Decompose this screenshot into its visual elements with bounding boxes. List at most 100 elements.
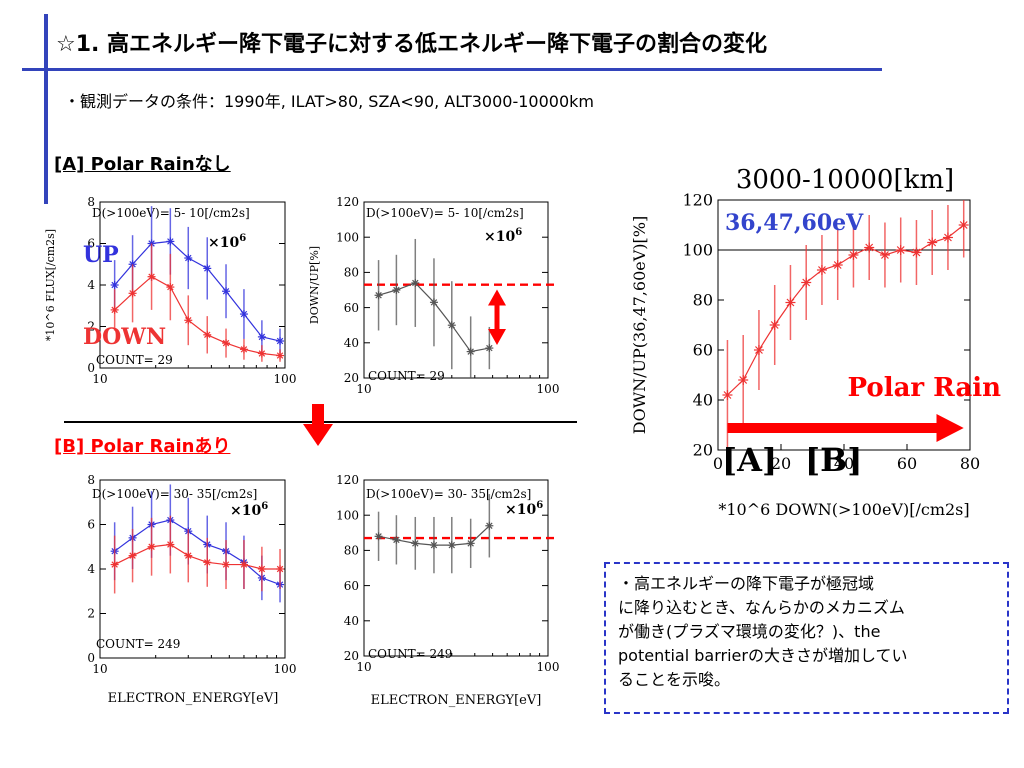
multiplier-label: ×106 <box>230 501 268 519</box>
data-point <box>848 250 859 260</box>
multiplier-label: ×106 <box>208 233 246 251</box>
data-point <box>374 291 383 300</box>
data-point <box>203 264 212 273</box>
data-point <box>411 278 420 287</box>
y-tick-label: 40 <box>693 391 713 410</box>
series-line <box>114 240 281 342</box>
data-point <box>257 332 266 341</box>
count-label: COUNT= 249 <box>368 647 452 661</box>
data-point <box>222 339 231 348</box>
y-axis-label: DOWN/UP(36,47,60eV)[%] <box>630 216 649 434</box>
y-tick-label: 80 <box>344 266 359 280</box>
data-point <box>392 286 401 294</box>
accent-bar-horizontal <box>22 68 882 71</box>
y-tick-label: 40 <box>344 614 359 628</box>
y-tick-label: 60 <box>344 579 359 593</box>
x-tick-label: 100 <box>274 662 297 676</box>
data-point <box>203 558 212 567</box>
data-point <box>429 541 438 550</box>
data-point <box>864 242 875 253</box>
y-tick-label: 6 <box>87 237 95 251</box>
y-tick-label: 60 <box>344 301 359 315</box>
x-tick-label: 60 <box>897 454 917 473</box>
x-tick-label: 80 <box>960 454 980 473</box>
x-axis-label: ELECTRON_ENERGY[eV] <box>371 693 542 708</box>
y-tick-label: 60 <box>693 341 713 360</box>
note-line: に降り込むとき、なんらかのメカニズム <box>618 598 905 617</box>
data-point <box>485 344 494 353</box>
section-b-label: [B] Polar Rainあり <box>54 436 231 457</box>
data-point <box>147 542 156 551</box>
section-a-label: [A] Polar Rainなし <box>54 154 231 175</box>
x-tick-label: 10 <box>356 660 371 674</box>
y-tick-label: 20 <box>344 649 359 663</box>
data-point <box>785 297 796 308</box>
polar-rain-arrow-head <box>936 414 964 442</box>
data-point <box>276 565 285 573</box>
count-label: COUNT= 29 <box>368 369 445 383</box>
data-point <box>832 260 843 270</box>
slide-subtitle: ・観測データの条件：1990年, ILAT>80, SZA<90, ALT300… <box>64 92 594 111</box>
y-tick-label: 8 <box>87 195 95 209</box>
y-axis-label: DOWN/UP[%] <box>308 246 321 324</box>
x-tick-label: 10 <box>92 372 107 386</box>
y-tick-label: 8 <box>87 473 95 487</box>
x-tick-label: 100 <box>274 372 297 386</box>
y-axis-label: *10^6 FLUX[/cm2s] <box>44 229 57 341</box>
y-tick-label: 100 <box>682 241 713 260</box>
y-tick-label: 2 <box>87 320 95 334</box>
data-point <box>110 281 119 289</box>
y-tick-label: 100 <box>336 230 359 244</box>
y-tick-label: 4 <box>87 562 95 576</box>
range-label-b: [B] <box>805 441 862 479</box>
data-point <box>257 349 266 358</box>
y-tick-label: 4 <box>87 278 95 292</box>
x-tick-label: 10 <box>92 662 107 676</box>
chart-a-ratio: 20 40 60 80 100 120 10 100 DOWN/UP[%] D(>100eV)= … <box>308 195 560 396</box>
data-point <box>184 551 193 560</box>
x-axis-label: *10^6 DOWN(>100eV)[/cm2s] <box>718 500 969 519</box>
series-line <box>114 275 281 357</box>
data-point <box>276 337 285 346</box>
data-point <box>110 560 119 569</box>
data-point <box>147 272 156 281</box>
range-arrow-head-up <box>488 289 506 306</box>
data-point <box>184 316 193 325</box>
data-point <box>222 287 231 296</box>
data-point <box>801 277 812 288</box>
y-tick-label: 120 <box>336 195 359 209</box>
data-point <box>128 551 137 560</box>
polar-rain-arrow-shaft <box>727 423 939 433</box>
note-line: potential barrierの大きさが増加してい <box>618 646 908 665</box>
header-label: D(>100eV)= 30- 35[/cm2s] <box>366 487 531 501</box>
chart-title: 3000-10000[km] <box>736 165 954 195</box>
data-point <box>879 250 890 260</box>
x-tick-label: 100 <box>537 382 560 396</box>
polar-rain-label: Polar Rain <box>848 373 1002 403</box>
data-point <box>816 265 827 275</box>
data-point <box>895 245 906 255</box>
data-point <box>411 539 420 548</box>
data-point <box>769 320 780 330</box>
data-point <box>722 390 733 400</box>
series-line <box>727 224 965 396</box>
note-line: ることを示唆。 <box>618 670 731 689</box>
x-tick-label: 0 <box>713 454 723 473</box>
y-tick-label: 2 <box>87 607 95 621</box>
data-point <box>738 375 749 385</box>
note-line: ・高エネルギーの降下電子が極冠域 <box>618 574 875 593</box>
data-point <box>447 321 456 330</box>
data-point <box>257 565 266 573</box>
data-point <box>222 560 231 569</box>
multiplier-label: ×106 <box>484 227 522 245</box>
data-point <box>942 232 953 243</box>
multiplier-label: ×106 <box>505 500 543 518</box>
range-arrow-head-down <box>488 329 506 346</box>
down-label: DOWN <box>83 324 166 350</box>
data-point <box>392 535 401 544</box>
data-point <box>374 532 383 541</box>
header-label: D(>100eV)= 30- 35[/cm2s] <box>92 487 257 501</box>
up-label: UP <box>83 242 119 268</box>
plot-frame <box>363 201 549 379</box>
x-tick-label: 20 <box>771 454 791 473</box>
